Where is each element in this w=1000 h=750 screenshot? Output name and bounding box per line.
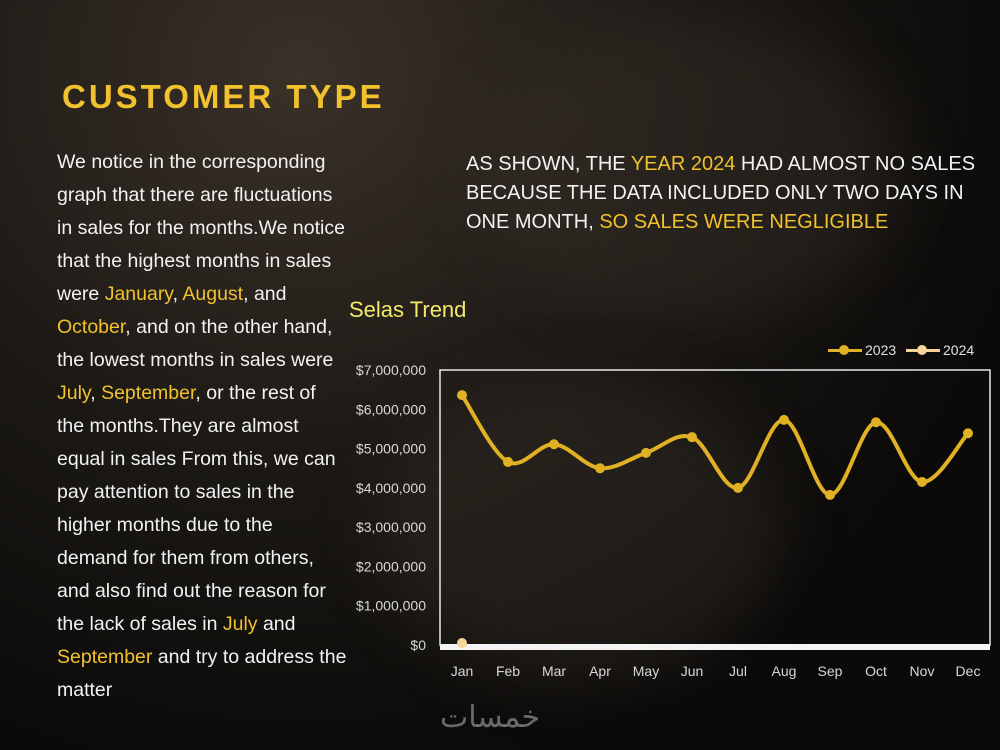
text: , <box>90 382 102 404</box>
legend-item-2023: 2023 <box>828 342 896 358</box>
x-tick-label: May <box>633 663 659 679</box>
data-point-2023 <box>503 456 513 467</box>
body-text: We notice in the corresponding graph tha… <box>57 146 347 707</box>
legend-marker-icon <box>906 343 940 357</box>
text: , <box>172 283 183 305</box>
data-point-2024 <box>457 638 467 649</box>
text: , and <box>243 283 287 305</box>
data-point-2023 <box>917 476 927 487</box>
y-tick-label: $7,000,000 <box>356 362 426 378</box>
highlight-month: October <box>57 316 126 338</box>
highlight-month: July <box>222 613 258 635</box>
text: and <box>257 613 296 635</box>
legend-label: 2023 <box>865 342 897 358</box>
x-tick-label: Aug <box>772 663 797 679</box>
highlight-month: September <box>57 646 153 668</box>
x-tick-label: Oct <box>865 663 887 679</box>
page-title: CUSTOMER TYPE <box>62 78 385 115</box>
legend-item-2024: 2024 <box>906 342 974 358</box>
data-point-2023 <box>595 463 605 474</box>
khamsat-logo-watermark: خمسات <box>440 700 541 735</box>
series-line-2023 <box>460 394 970 497</box>
x-tick-label: Mar <box>542 663 566 679</box>
text: We notice in the corresponding graph tha… <box>57 151 345 305</box>
text: and try to address the matter <box>57 646 347 701</box>
x-tick-label: Nov <box>910 663 935 679</box>
text: AS SHOWN, THE <box>466 153 631 175</box>
data-point-2023 <box>457 390 467 401</box>
note-text: AS SHOWN, THE YEAR 2024 HAD ALMOST NO SA… <box>466 150 986 237</box>
highlight-month: January <box>104 283 173 305</box>
x-tick-label: Dec <box>956 663 981 679</box>
highlight-month: July <box>57 382 91 404</box>
background-blur <box>380 380 780 680</box>
x-tick-label: Jan <box>451 663 474 679</box>
y-tick-label: $5,000,000 <box>356 441 426 457</box>
x-tick-label: Feb <box>496 663 520 679</box>
text: HAD ALMOST NO SALES BECAUSE THE DATA INC… <box>466 153 976 233</box>
highlight: SO SALES WERE NEGLIGIBLE <box>599 211 889 233</box>
y-tick-label: $4,000,000 <box>356 480 426 496</box>
x-tick-label: Sep <box>818 663 843 679</box>
data-point-2023 <box>779 414 789 425</box>
data-point-2023 <box>641 447 651 458</box>
text: , or the rest of the months.They are alm… <box>57 382 336 635</box>
x-tick-label: Jul <box>729 663 747 679</box>
data-point-2023 <box>687 432 697 443</box>
data-point-2023 <box>733 482 743 493</box>
data-point-2023 <box>871 417 881 428</box>
highlight-month: September <box>101 382 196 404</box>
y-tick-label: $6,000,000 <box>356 401 426 417</box>
data-point-2023 <box>963 428 973 439</box>
data-point-2023 <box>825 489 835 500</box>
data-point-2023 <box>549 439 559 450</box>
y-tick-label: $2,000,000 <box>356 558 426 574</box>
plot-frame <box>439 369 991 646</box>
legend-marker-icon <box>828 343 862 357</box>
chart-title: Selas Trend <box>349 297 467 322</box>
y-tick-label: $0 <box>410 637 426 653</box>
background-blur <box>480 20 900 320</box>
y-tick-label: $1,000,000 <box>356 598 426 614</box>
x-tick-label: Apr <box>589 663 611 679</box>
x-tick-label: Jun <box>681 663 704 679</box>
highlight: YEAR 2024 <box>630 153 736 175</box>
text: , and on the other hand, the lowest mont… <box>57 316 334 371</box>
legend-label: 2024 <box>943 342 975 358</box>
y-tick-label: $3,000,000 <box>356 519 426 535</box>
highlight-month: August <box>182 283 244 305</box>
